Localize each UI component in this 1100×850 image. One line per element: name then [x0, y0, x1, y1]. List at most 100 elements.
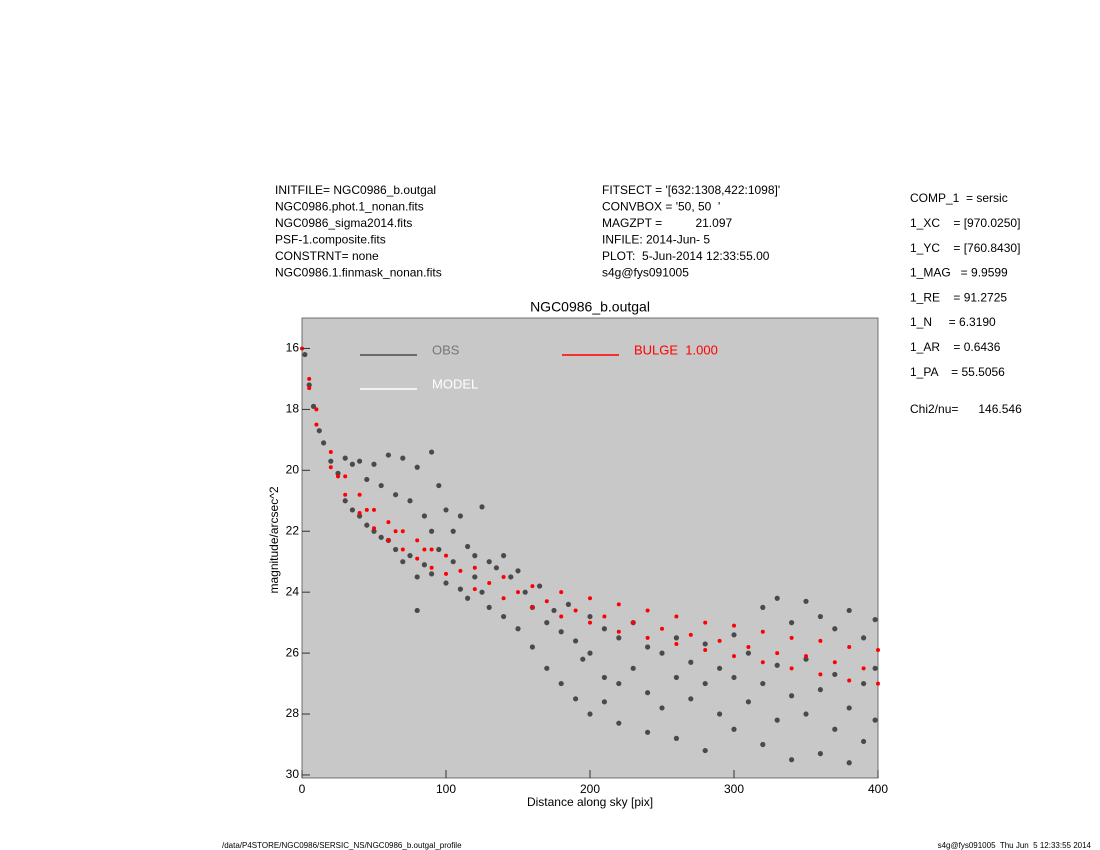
data-point: [817, 613, 824, 620]
data-point: [429, 528, 435, 534]
data-point: [544, 599, 549, 604]
data-point: [378, 482, 384, 489]
header-line: NGC0986_sigma2014.fits: [275, 216, 412, 230]
header-line: PSF-1.composite.fits: [275, 233, 386, 247]
data-point: [429, 565, 434, 570]
data-point: [573, 638, 579, 644]
data-point: [717, 711, 723, 717]
data-point: [660, 626, 664, 631]
data-point: [832, 671, 838, 678]
data-point: [450, 559, 456, 565]
fit-parameter: COMP_1 = sersic: [910, 191, 1008, 205]
data-point: [876, 681, 880, 686]
data-point: [328, 458, 334, 464]
data-point: [688, 696, 694, 702]
data-point: [407, 553, 413, 559]
data-point: [472, 587, 477, 592]
data-point: [336, 474, 340, 479]
data-point: [818, 638, 823, 643]
data-point: [544, 620, 550, 626]
data-point: [400, 559, 406, 565]
data-point: [559, 614, 564, 619]
data-point: [487, 581, 492, 586]
data-point: [393, 492, 399, 498]
data-point: [760, 660, 765, 665]
data-point: [479, 589, 485, 595]
y-tick-label: 20: [286, 462, 300, 476]
data-point: [486, 604, 492, 611]
data-point: [349, 461, 355, 467]
data-point: [616, 720, 622, 726]
header-line: NGC0986.1.finmask_nonan.fits: [275, 266, 442, 280]
header-line: PLOT: 5-Jun-2014 12:33:55.00: [602, 249, 770, 263]
data-point: [530, 605, 535, 610]
data-point: [645, 690, 651, 696]
data-point: [530, 584, 535, 589]
fit-parameter: 1_YC = [760.8430]: [910, 241, 1020, 255]
header-line: s4g@fys091005: [602, 266, 689, 280]
data-point: [688, 632, 693, 637]
data-point: [631, 620, 636, 625]
data-point: [746, 645, 751, 650]
header-line: INITFILE= NGC0986_b.outgal: [275, 183, 436, 197]
data-point: [415, 556, 420, 561]
data-point: [371, 528, 377, 534]
data-point: [803, 711, 809, 717]
data-point: [587, 613, 593, 620]
data-point: [861, 666, 866, 671]
fit-parameter: 1_MAG = 9.9599: [910, 266, 1008, 280]
header-line: INFILE: 2014-Jun- 5: [602, 233, 710, 247]
data-point: [307, 386, 312, 391]
data-point: [804, 654, 808, 659]
data-point: [645, 608, 650, 613]
y-tick-label: 30: [286, 767, 300, 781]
data-point: [731, 726, 737, 732]
y-tick-label: 26: [286, 645, 300, 659]
data-point: [861, 738, 867, 745]
data-point: [328, 450, 333, 455]
data-point: [458, 568, 463, 573]
data-point: [789, 620, 795, 626]
data-point: [702, 680, 708, 687]
data-point: [645, 644, 651, 650]
data-point: [436, 546, 442, 553]
data-point: [342, 498, 348, 504]
data-point: [457, 513, 463, 519]
data-point: [378, 534, 384, 540]
footer-stamp: s4g@fys091005 Thu Jun 5 12:33:55 2014: [938, 841, 1092, 850]
x-tick-label: 400: [868, 782, 888, 796]
data-point: [457, 586, 463, 592]
data-point: [872, 616, 878, 623]
data-point: [306, 382, 312, 388]
data-point: [803, 598, 809, 604]
data-point: [745, 699, 752, 705]
data-point: [486, 559, 492, 565]
legend-label: BULGE 1.000: [634, 342, 718, 357]
data-point: [443, 580, 449, 586]
data-point: [421, 513, 427, 519]
data-point: [522, 589, 528, 595]
data-point: [314, 407, 319, 412]
data-point: [357, 513, 363, 519]
data-point: [544, 665, 550, 671]
header-line: CONSTRNT= none: [275, 249, 379, 263]
data-point: [558, 680, 564, 687]
data-point: [674, 614, 679, 619]
data-point: [429, 449, 435, 455]
data-point: [357, 458, 363, 464]
data-point: [573, 696, 579, 702]
data-point: [508, 574, 514, 580]
data-point: [588, 620, 592, 625]
data-point: [673, 635, 680, 641]
footer-path: /data/P4STORE/NGC0986/SERSIC_NS/NGC0986_…: [222, 841, 462, 850]
data-point: [616, 680, 622, 687]
data-point: [393, 529, 398, 534]
data-point: [386, 538, 391, 543]
data-point: [673, 674, 680, 681]
y-axis-label: magnitude/arcsec^2: [267, 486, 281, 593]
fit-parameter: 1_PA = 55.5056: [910, 365, 1005, 379]
data-point: [688, 659, 694, 665]
data-point: [774, 595, 780, 601]
header-line: MAGZPT = 21.097: [602, 216, 732, 230]
data-point: [393, 546, 399, 553]
